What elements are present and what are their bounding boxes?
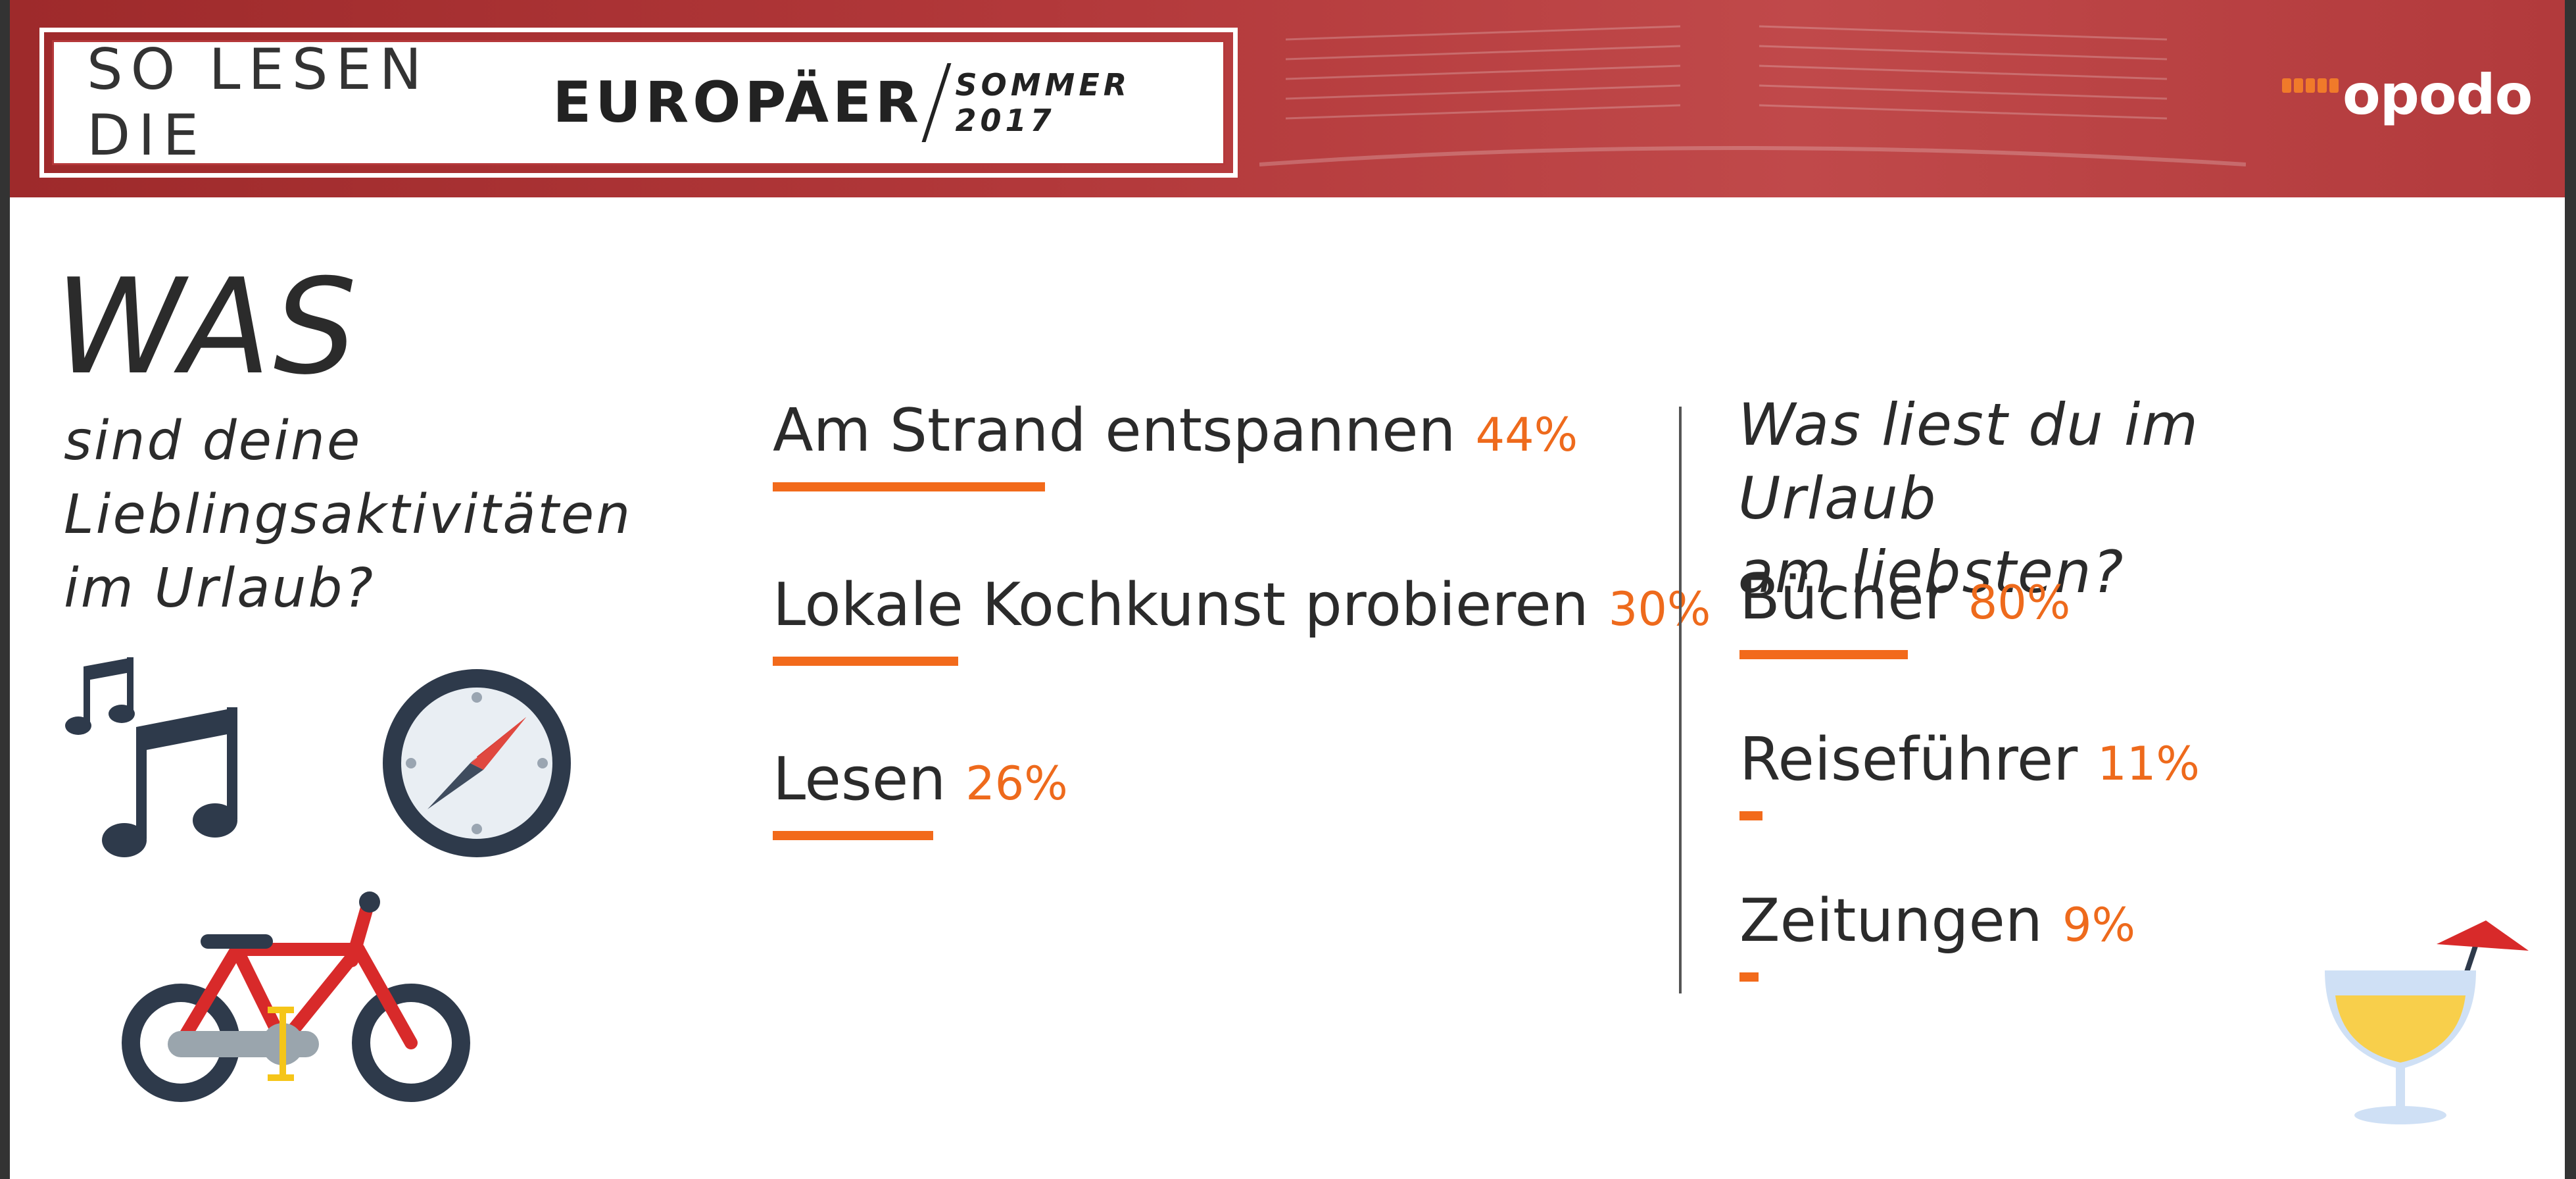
headline-was: WAS: [55, 251, 360, 404]
bar-label: Bücher 80%: [1739, 566, 2070, 636]
bar-category-label: Lesen: [773, 745, 946, 814]
book-pages-texture: [1259, 25, 2246, 166]
bar-label: Zeitungen 9%: [1739, 888, 2135, 958]
bar: [773, 831, 933, 840]
logo-dots-icon: [2282, 78, 2339, 93]
title-box: SO LESEN DIE EUROPÄER SOMMER 2017: [52, 37, 1225, 168]
bar-value-label: 26%: [965, 757, 1068, 811]
bar-label: Am Strand entspannen 44%: [773, 398, 1578, 468]
header-banner: SO LESEN DIE EUROPÄER SOMMER 2017 opodo: [10, 0, 2565, 197]
bar: [1739, 811, 1762, 820]
question-reading-line: Was liest du im Urlaub: [1738, 391, 2200, 532]
bar-value-label: 11%: [2097, 737, 2200, 791]
music-notes-icon: [65, 657, 237, 857]
infographic-card: SO LESEN DIE EUROPÄER SOMMER 2017 opodo …: [10, 0, 2565, 1179]
title-light: SO LESEN DIE: [87, 37, 430, 168]
bar-value-label: 30%: [1608, 582, 1711, 636]
title-bold: EUROPÄER: [552, 70, 923, 136]
title-season: SOMMER 2017: [955, 67, 1131, 138]
bar-category-label: Am Strand entspannen: [773, 396, 1456, 465]
bar-label: Reiseführer 11%: [1739, 727, 2200, 797]
bar: [1739, 972, 1759, 982]
question-activities: sind deine Lieblingsaktivitäten im Urlau…: [64, 405, 656, 626]
opodo-logo: opodo: [2282, 63, 2533, 141]
question-activities-line: sind deine: [64, 410, 362, 472]
bar-category-label: Reiseführer: [1739, 725, 2078, 794]
bar-value-label: 80%: [1968, 576, 2071, 630]
bar-category-label: Zeitungen: [1739, 886, 2043, 955]
question-activities-line: Lieblingsaktivitäten: [64, 484, 633, 546]
title-slash: [921, 63, 952, 142]
bar-label: Lesen 26%: [773, 747, 1068, 816]
bar-value-label: 9%: [2062, 898, 2136, 952]
bar-category-label: Bücher: [1739, 564, 1949, 633]
title-frame: SO LESEN DIE EUROPÄER SOMMER 2017: [39, 28, 1238, 178]
bar-label: Lokale Kochkunst probieren 30%: [773, 572, 1711, 642]
bicycle-icon: [122, 891, 470, 1102]
cocktail-icon: [2325, 920, 2529, 1124]
compass-icon: [383, 669, 571, 857]
column-divider: [1679, 407, 1682, 993]
question-activities-line: im Urlaub?: [64, 557, 376, 620]
bar: [773, 657, 958, 666]
logo-text: opodo: [2343, 63, 2533, 127]
question-reading: Was liest du im Urlaub am liebsten?: [1738, 388, 2396, 609]
bar: [1739, 650, 1908, 659]
question-reading-line: am liebsten?: [1738, 538, 2125, 606]
bar-category-label: Lokale Kochkunst probieren: [773, 570, 1589, 640]
bar: [773, 482, 1045, 491]
bar-value-label: 44%: [1475, 408, 1578, 462]
